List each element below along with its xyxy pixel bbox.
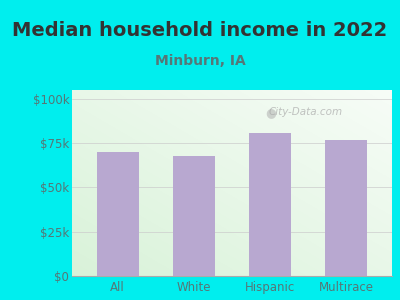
Text: Median household income in 2022: Median household income in 2022 <box>12 21 388 40</box>
Text: ●: ● <box>265 106 276 119</box>
Bar <box>97 152 139 276</box>
Text: City-Data.com: City-Data.com <box>268 107 343 117</box>
Text: Minburn, IA: Minburn, IA <box>155 54 245 68</box>
Bar <box>249 134 291 276</box>
Bar <box>325 140 367 276</box>
Bar <box>173 155 215 276</box>
